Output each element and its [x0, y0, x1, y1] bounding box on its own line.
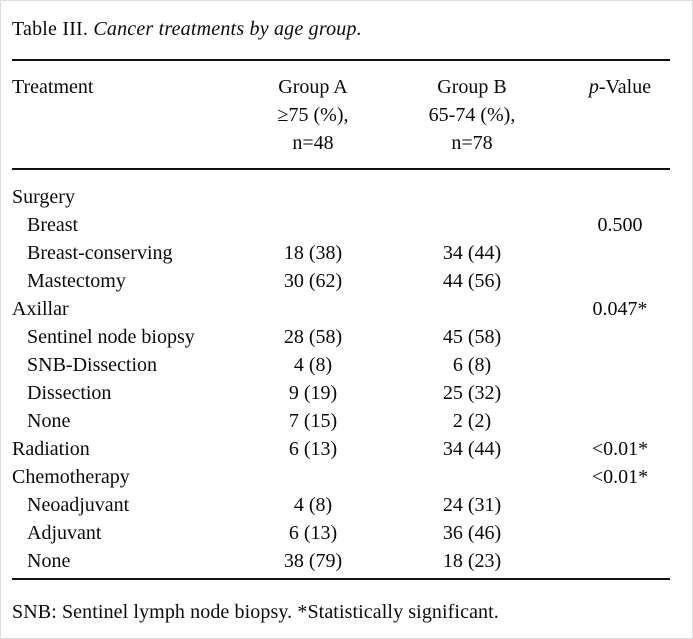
group-a-cell: 28 (58) — [283, 326, 343, 348]
group-b-cell: 18 (23) — [442, 550, 502, 572]
header-group-b: Group B 65-74 (%), n=78 — [374, 73, 570, 157]
group-b-cell: 34 (44) — [442, 242, 502, 264]
table-row-mastectomy: Mastectomy 30 (62) 44 (56) — [12, 267, 670, 295]
group-a-cell — [252, 463, 374, 491]
header-group-a-line2: ≥75 (%), — [277, 104, 349, 126]
header-group-a: Group A ≥75 (%), n=48 — [252, 73, 374, 157]
treatment-cell: Neoadjuvant — [27, 494, 130, 516]
treatment-cell: Axillar — [12, 298, 69, 320]
table-header-row: Treatment Group A ≥75 (%), n=48 Group B … — [12, 73, 670, 157]
table-row-breast: Breast 0.500 — [12, 211, 670, 239]
group-a-cell — [252, 183, 374, 211]
p-value-cell: <0.01* — [591, 466, 649, 488]
header-p-value: p-Value — [570, 73, 670, 101]
table-footnote: SNB: Sentinel lymph node biopsy. *Statis… — [12, 601, 499, 623]
table-row-dissection: Dissection 9 (19) 25 (32) — [12, 379, 670, 407]
group-a-cell: 4 (8) — [293, 354, 333, 376]
treatment-cell: Sentinel node biopsy — [27, 326, 195, 348]
p-value-cell — [570, 267, 670, 295]
group-a-cell: 30 (62) — [283, 270, 343, 292]
p-value-cell — [570, 323, 670, 351]
treatment-cell: None — [27, 550, 71, 572]
header-group-a-line1: Group A — [278, 76, 348, 98]
group-a-cell: 6 (13) — [288, 522, 338, 544]
p-value-cell — [570, 183, 670, 211]
treatment-cell: Dissection — [27, 382, 112, 404]
group-b-cell: 25 (32) — [442, 382, 502, 404]
group-b-cell: 2 (2) — [452, 410, 492, 432]
p-value-cell — [570, 351, 670, 379]
table-title: Table III. Cancer treatments by age grou… — [12, 16, 670, 42]
header-group-b-line3: n=78 — [451, 132, 493, 154]
treatment-cell: Radiation — [12, 438, 90, 460]
table-row-radiation: Radiation 6 (13) 34 (44) <0.01* — [12, 435, 670, 463]
treatment-cell: Surgery — [12, 186, 75, 208]
group-a-cell: 18 (38) — [283, 242, 343, 264]
p-value-cell — [570, 519, 670, 547]
group-a-cell: 7 (15) — [288, 410, 338, 432]
p-value-cell — [570, 239, 670, 267]
p-value-cell — [570, 547, 670, 575]
header-p-rest: -Value — [598, 76, 652, 98]
table-number-label: Table III. — [12, 18, 89, 40]
top-rule — [12, 59, 670, 61]
group-a-cell: 6 (13) — [288, 438, 338, 460]
group-a-cell: 4 (8) — [293, 494, 333, 516]
table-row-neoadjuvant: Neoadjuvant 4 (8) 24 (31) — [12, 491, 670, 519]
p-value-cell — [570, 407, 670, 435]
table-row-axillar-none: None 7 (15) 2 (2) — [12, 407, 670, 435]
header-rule — [12, 168, 670, 170]
paper-table-figure: Table III. Cancer treatments by age grou… — [1, 1, 670, 625]
p-value-cell — [570, 491, 670, 519]
header-p-italic: p — [588, 76, 599, 98]
table-row-chemo-none: None 38 (79) 18 (23) — [12, 547, 670, 575]
table-row-snb-dissection: SNB-Dissection 4 (8) 6 (8) — [12, 351, 670, 379]
table-body: Surgery Breast 0.500 Breast-conserving 1… — [12, 183, 670, 575]
p-value-cell: 0.047* — [592, 298, 648, 320]
group-b-cell — [374, 183, 570, 211]
header-group-a-line3: n=48 — [292, 132, 334, 154]
table-row-chemotherapy: Chemotherapy <0.01* — [12, 463, 670, 491]
treatment-cell: SNB-Dissection — [27, 354, 157, 376]
table-row-breast-conserving: Breast-conserving 18 (38) 34 (44) — [12, 239, 670, 267]
group-a-cell — [252, 211, 374, 239]
p-value-cell: 0.500 — [597, 214, 643, 236]
group-b-cell: 24 (31) — [442, 494, 502, 516]
table-row-sentinel-node-biopsy: Sentinel node biopsy 28 (58) 45 (58) — [12, 323, 670, 351]
group-a-cell — [252, 295, 374, 323]
p-value-cell — [570, 379, 670, 407]
group-b-cell: 34 (44) — [442, 438, 502, 460]
table-caption: Cancer treatments by age group. — [93, 18, 362, 40]
treatment-cell: Mastectomy — [27, 270, 126, 292]
group-b-cell: 45 (58) — [442, 326, 502, 348]
treatment-cell: Breast-conserving — [27, 242, 173, 264]
treatment-cell: Chemotherapy — [12, 466, 130, 488]
group-a-cell: 9 (19) — [288, 382, 338, 404]
p-value-cell: <0.01* — [591, 438, 649, 460]
treatment-cell: Adjuvant — [27, 522, 102, 544]
header-treatment: Treatment — [12, 76, 94, 98]
treatment-cell: None — [27, 410, 71, 432]
group-a-cell: 38 (79) — [283, 550, 343, 572]
table-row-axillar: Axillar 0.047* — [12, 295, 670, 323]
header-group-b-line1: Group B — [437, 76, 507, 98]
table-row-adjuvant: Adjuvant 6 (13) 36 (46) — [12, 519, 670, 547]
group-b-cell: 36 (46) — [442, 522, 502, 544]
group-b-cell: 44 (56) — [442, 270, 502, 292]
group-b-cell — [374, 295, 570, 323]
table-row-surgery: Surgery — [12, 183, 670, 211]
header-group-b-line2: 65-74 (%), — [428, 104, 516, 126]
group-b-cell — [374, 211, 570, 239]
bottom-rule — [12, 578, 670, 580]
group-b-cell: 6 (8) — [452, 354, 492, 376]
group-b-cell — [374, 463, 570, 491]
treatment-cell: Breast — [27, 214, 79, 236]
